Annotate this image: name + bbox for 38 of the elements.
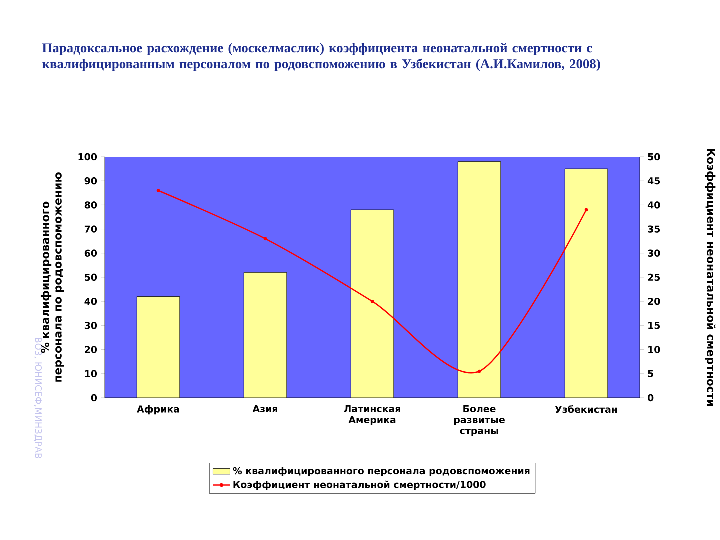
y2-tick-label: 30 bbox=[648, 250, 660, 257]
y2-tick-label: 45 bbox=[648, 178, 660, 185]
legend-label: Коэффициент неонатальной смертности/1000 bbox=[234, 480, 486, 490]
y-tick-label: 30 bbox=[84, 322, 98, 330]
y2-tick-label: 40 bbox=[648, 202, 660, 209]
chart-title: Парадоксальное расхождение (москелмаслик) коэффициента неонатальной смертности с квалифицированным персоналом по родовспоможению в Узбекистан (А.И.Камилов, 2008) bbox=[42, 43, 600, 72]
y2-tick-label: 10 bbox=[648, 346, 660, 354]
x-tick-label: Африка bbox=[137, 406, 180, 415]
y-tick-label: 20 bbox=[85, 346, 98, 354]
legend-label: % квалифицированного персонала родовспоможения bbox=[233, 467, 530, 476]
y2-tick-label: 15 bbox=[648, 322, 660, 330]
y2-tick-label: 20 bbox=[648, 298, 660, 306]
y-tick-label: 70 bbox=[84, 226, 98, 233]
y-tick-label: 40 bbox=[84, 298, 98, 306]
y2-tick-label: 35 bbox=[648, 226, 660, 233]
y-tick-label: 100 bbox=[78, 153, 98, 161]
text: ВОЗ, ЮНИСЕФ,МИНЗДРАВ bbox=[34, 338, 42, 458]
y2-tick-label: 50 bbox=[648, 153, 660, 161]
x-tick-label: Узбекистан bbox=[555, 406, 618, 414]
bar bbox=[351, 210, 394, 398]
y-tick-label: 50 bbox=[85, 274, 98, 282]
x-tick-label: Латинская Америка bbox=[344, 406, 400, 426]
y-tick-label: 10 bbox=[85, 370, 98, 378]
y2-tick-label: 5 bbox=[648, 370, 654, 378]
y2-axis-title: Коэффициент неонатальной смертности bbox=[705, 149, 716, 406]
y-tick-label: 90 bbox=[84, 178, 98, 185]
y-axis-title: % квалифицированного персонала по родовспоможению bbox=[40, 172, 64, 382]
y2-tick-label: 0 bbox=[648, 394, 654, 402]
y-tick-label: 80 bbox=[84, 202, 98, 209]
bar bbox=[137, 296, 180, 398]
y2-tick-label: 25 bbox=[648, 274, 660, 282]
bar bbox=[458, 162, 501, 398]
x-tick-label: Азия bbox=[252, 406, 278, 413]
bar bbox=[564, 168, 608, 398]
y-tick-label: 60 bbox=[84, 250, 98, 257]
x-tick-label: Более развитые страны bbox=[454, 406, 505, 436]
bar bbox=[244, 272, 287, 398]
y-tick-label: 0 bbox=[91, 394, 98, 402]
